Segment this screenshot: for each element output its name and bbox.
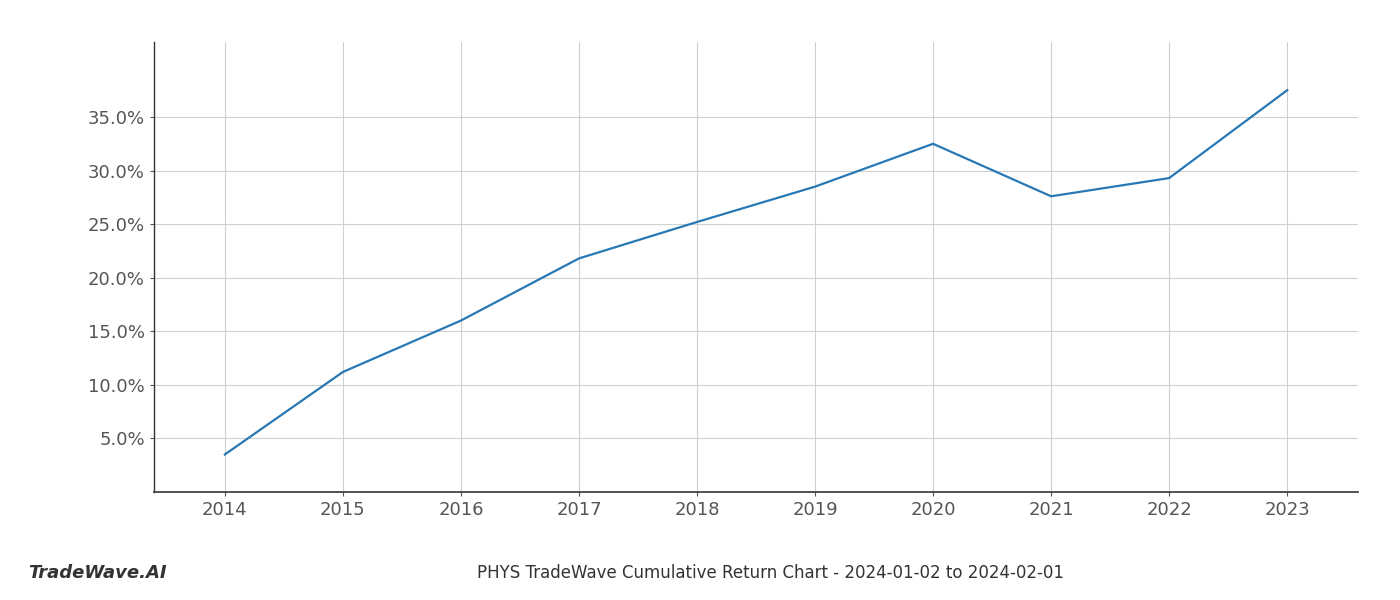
Text: PHYS TradeWave Cumulative Return Chart - 2024-01-02 to 2024-02-01: PHYS TradeWave Cumulative Return Chart -… — [476, 564, 1064, 582]
Text: TradeWave.AI: TradeWave.AI — [28, 564, 167, 582]
